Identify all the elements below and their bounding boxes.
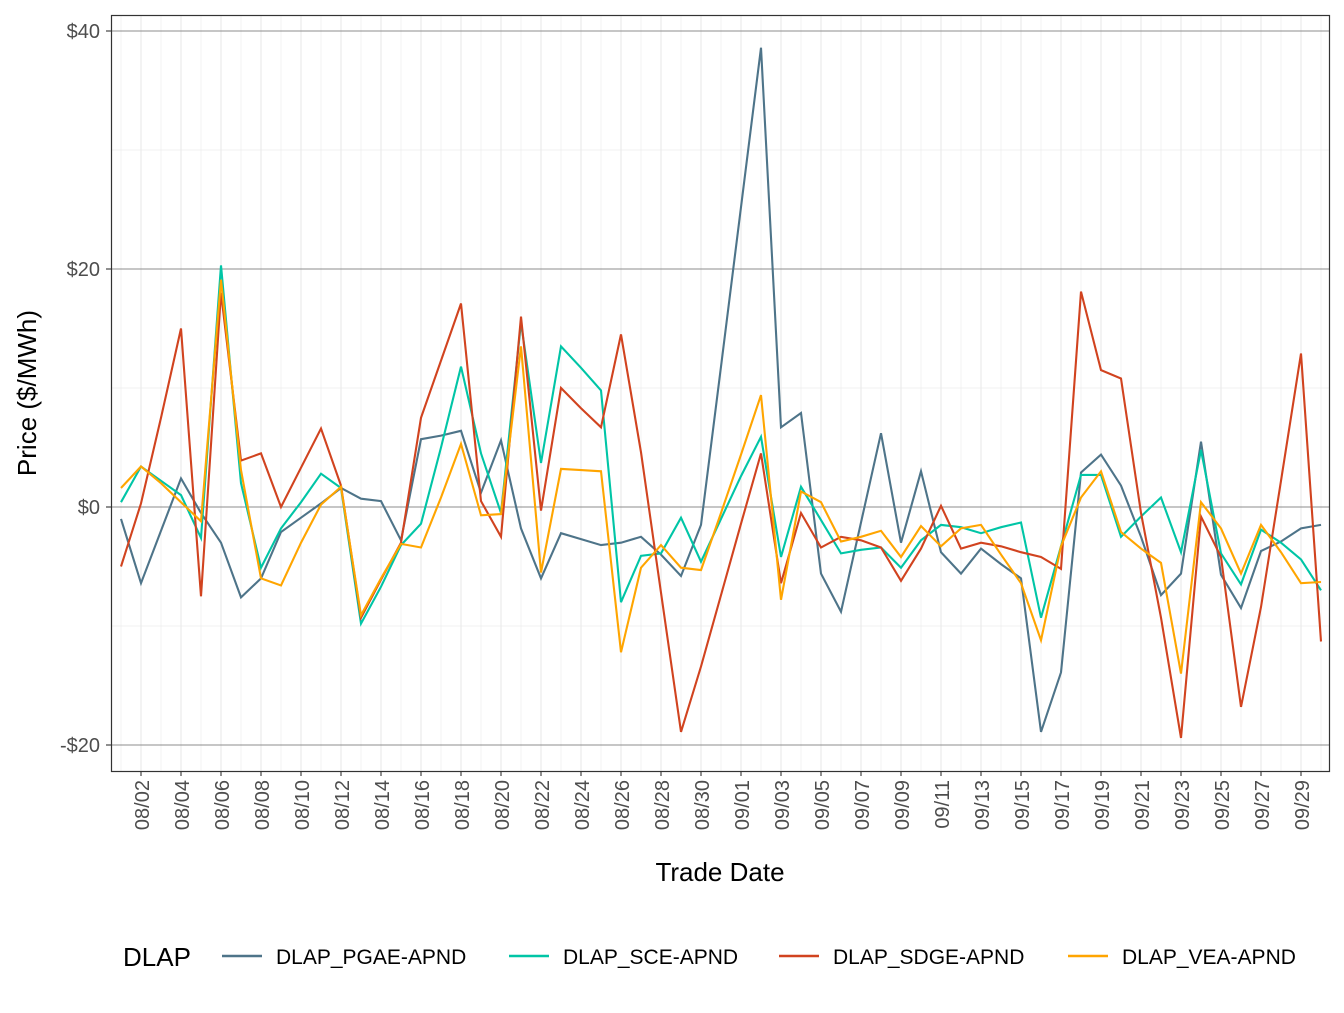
plot-panel-border — [110, 14, 1331, 773]
y-tick-label: $0 — [78, 497, 100, 519]
y-tick-label: -$20 — [60, 735, 100, 757]
x-tick-label: 08/12 — [332, 780, 354, 830]
x-tick-label: 08/18 — [452, 780, 474, 830]
series-line-dlap_sce-apnd — [120, 265, 1322, 627]
x-tick-label: 09/01 — [732, 780, 754, 830]
legend-label: DLAP_SCE-APND — [563, 946, 738, 969]
x-tick-label: 08/06 — [212, 780, 234, 830]
y-axis: -$20 $0 $20 $40 — [60, 21, 111, 757]
x-tick-label: 09/07 — [852, 780, 874, 830]
x-tick-label: 08/30 — [692, 780, 714, 830]
x-tick-label: 08/02 — [132, 780, 154, 830]
x-tick-label: 09/15 — [1012, 780, 1034, 830]
series-line-dlap_sdge-apnd — [119, 291, 1323, 739]
minor-gridlines — [111, 15, 1329, 771]
series-lines — [119, 47, 1323, 739]
x-tick-label: 09/09 — [892, 780, 914, 830]
legend-title: DLAP — [123, 942, 191, 972]
x-tick-label: 08/08 — [252, 780, 274, 830]
y-tick-label: $40 — [67, 21, 100, 43]
x-tick-label: 08/26 — [612, 780, 634, 830]
x-tick-label: 08/14 — [372, 780, 394, 830]
x-tick-label: 09/17 — [1052, 780, 1074, 830]
x-tick-label: 09/29 — [1292, 780, 1314, 830]
x-tick-label: 08/16 — [412, 780, 434, 830]
legend: DLAP DLAP_PGAE-APND DLAP_SCE-APND DLAP_SDG… — [123, 942, 1296, 972]
x-tick-label: 09/11 — [932, 780, 954, 829]
x-tick-label: 09/19 — [1092, 780, 1114, 830]
x-tick-label: 09/23 — [1172, 780, 1194, 830]
x-axis-title: Trade Date — [655, 857, 784, 887]
legend-label: DLAP_SDGE-APND — [833, 946, 1024, 969]
x-tick-label: 09/27 — [1252, 780, 1274, 830]
y-tick-label: $20 — [67, 259, 100, 281]
legend-label: DLAP_PGAE-APND — [276, 946, 466, 969]
x-tick-label: 08/28 — [652, 780, 674, 830]
x-tick-label: 09/21 — [1132, 780, 1154, 830]
x-tick-label: 09/13 — [972, 780, 994, 830]
legend-label: DLAP_VEA-APND — [1122, 946, 1296, 969]
x-tick-label: 08/22 — [532, 780, 554, 830]
major-gridlines — [111, 30, 1329, 746]
x-axis: 08/02 08/04 08/06 08/08 08/10 08/12 08/14 08/16… — [132, 771, 1314, 830]
series-line-dlap_vea-apnd — [120, 279, 1322, 674]
x-tick-label: 09/05 — [812, 780, 834, 830]
x-tick-label: 08/24 — [572, 780, 594, 830]
x-tick-label: 09/25 — [1212, 780, 1234, 830]
x-tick-label: 08/20 — [492, 780, 514, 830]
x-tick-label: 08/04 — [172, 780, 194, 830]
x-tick-label: 09/03 — [772, 780, 794, 830]
x-tick-label: 08/10 — [292, 780, 314, 830]
y-axis-title: Price ($/MWh) — [12, 310, 42, 476]
